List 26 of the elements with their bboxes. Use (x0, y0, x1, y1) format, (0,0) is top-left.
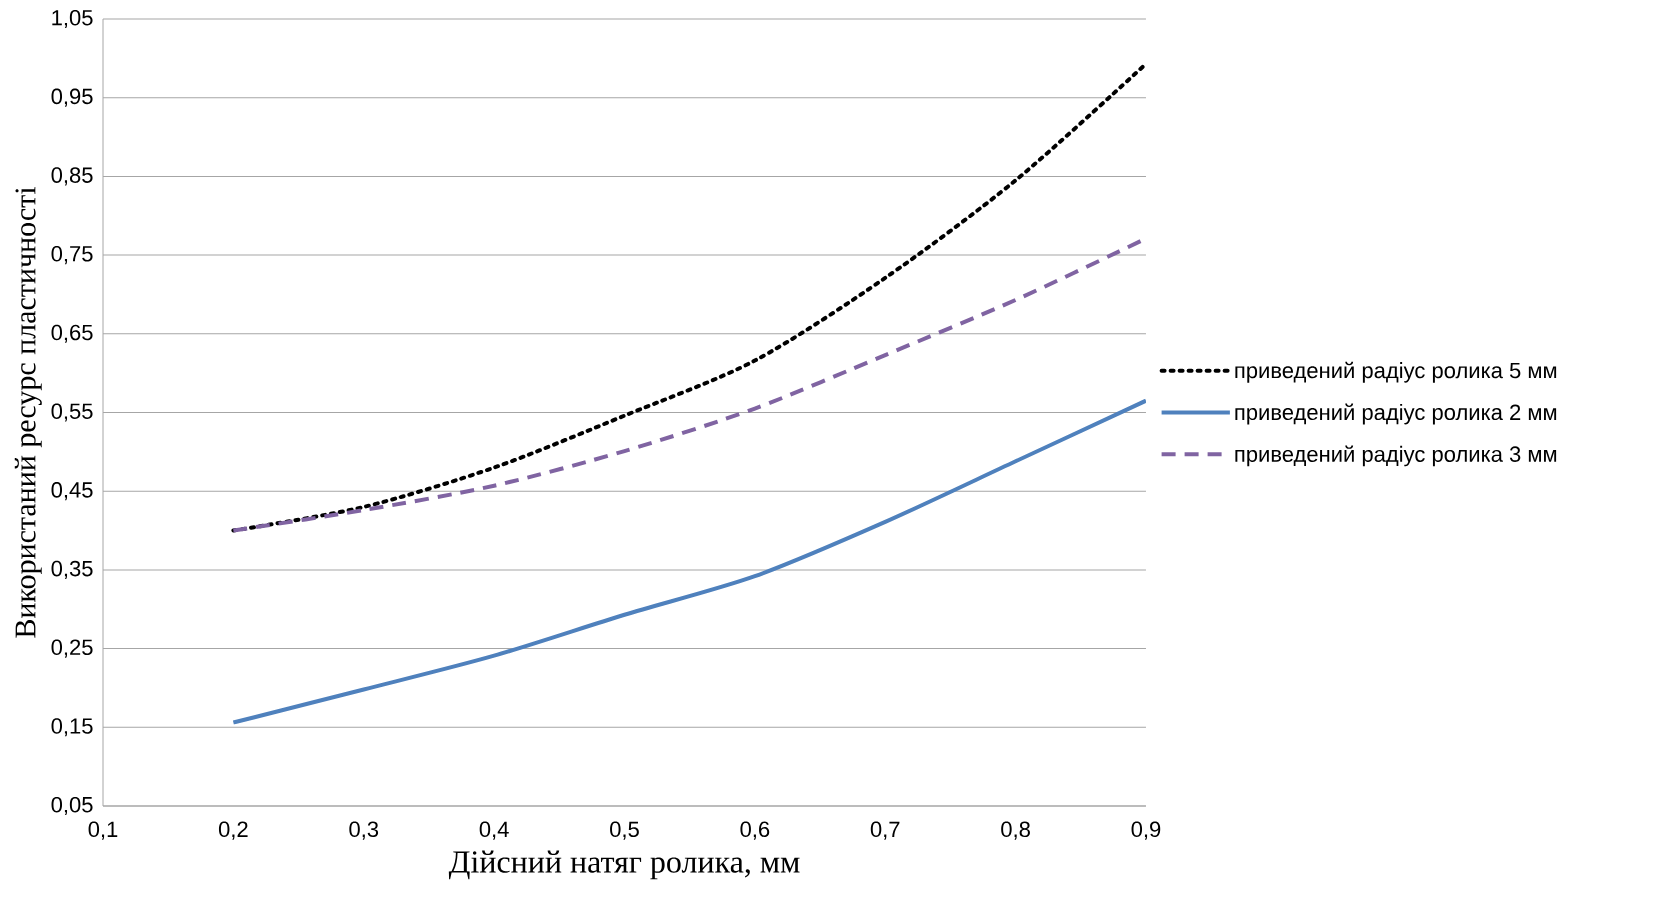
legend-label: приведений радіус ролика 5 мм (1235, 361, 1557, 383)
y-tick-label: 0,45 (51, 482, 93, 501)
x-tick-label: 0,2 (218, 821, 248, 840)
line-series (231, 398, 1146, 725)
y-tick-label: 0,85 (51, 167, 93, 186)
legend-label: приведений радіус ролика 2 мм (1235, 403, 1557, 425)
y-tick-label: 0,25 (51, 639, 93, 658)
y-tick-label: 0,05 (51, 796, 93, 816)
y-tick-label: 0,75 (51, 245, 93, 265)
y-tick-label: 1,05 (52, 9, 93, 29)
x-tick-label: 0,8 (1001, 821, 1030, 840)
y-tick-label: 0,65 (51, 324, 93, 343)
y-tick-label: 0,35 (51, 560, 93, 579)
x-tick-label: 0,4 (479, 821, 509, 840)
x-tick-label: 0,7 (870, 821, 900, 840)
x-tick-label: 0,5 (610, 821, 639, 840)
x-tick-label: 0,1 (88, 821, 118, 840)
x-tick-label: 0,6 (740, 821, 770, 840)
legend-label: приведений радіус ролика 3 мм (1235, 445, 1557, 467)
y-tick-label: 0,55 (51, 403, 93, 422)
y-tick-label: 0,95 (51, 88, 93, 107)
x-axis-title: Дійсний натяг ролика, мм (448, 850, 800, 880)
y-axis-title: Використаний ресурс пластичності (14, 186, 42, 638)
y-tick-label: 0,15 (51, 718, 93, 737)
x-tick-label: 0,9 (1131, 821, 1161, 840)
x-tick-label: 0,3 (349, 821, 379, 840)
